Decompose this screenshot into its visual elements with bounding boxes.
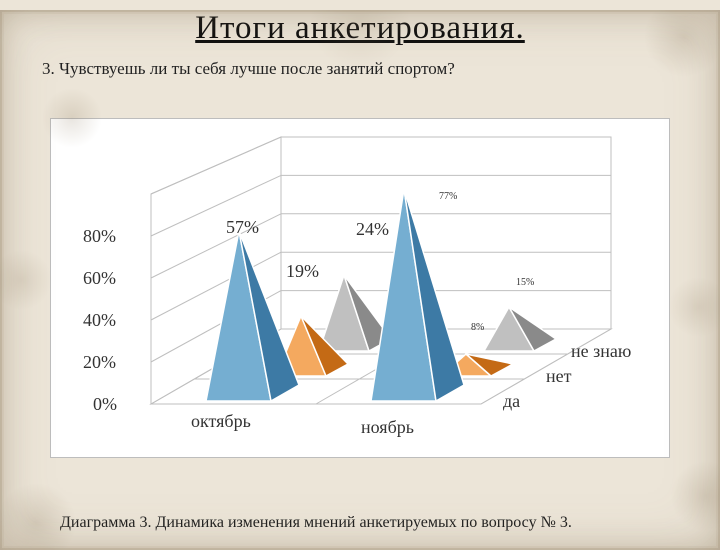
pyramid-nov-dontknow [484, 307, 556, 351]
chart-container: 0% 20% 40% 60% 80% октябрь ноябрь да нет… [50, 118, 670, 458]
val-nov-yes: 77% [439, 191, 457, 202]
val-oct-no: 19% [286, 261, 319, 282]
pyramids-svg [51, 119, 671, 459]
chart-caption: Диаграмма 3. Динамика изменения мнений а… [60, 513, 572, 532]
page-title: Итоги анкетирования. [0, 10, 720, 47]
val-oct-dontknow: 24% [356, 219, 389, 240]
val-nov-no: 8% [471, 322, 484, 333]
pyramid-oct-yes [206, 231, 299, 401]
val-oct-yes: 57% [226, 217, 259, 238]
val-nov-dontknow: 15% [516, 277, 534, 288]
question-text: 3. Чувствуешь ли ты себя лучше после зан… [42, 59, 720, 79]
